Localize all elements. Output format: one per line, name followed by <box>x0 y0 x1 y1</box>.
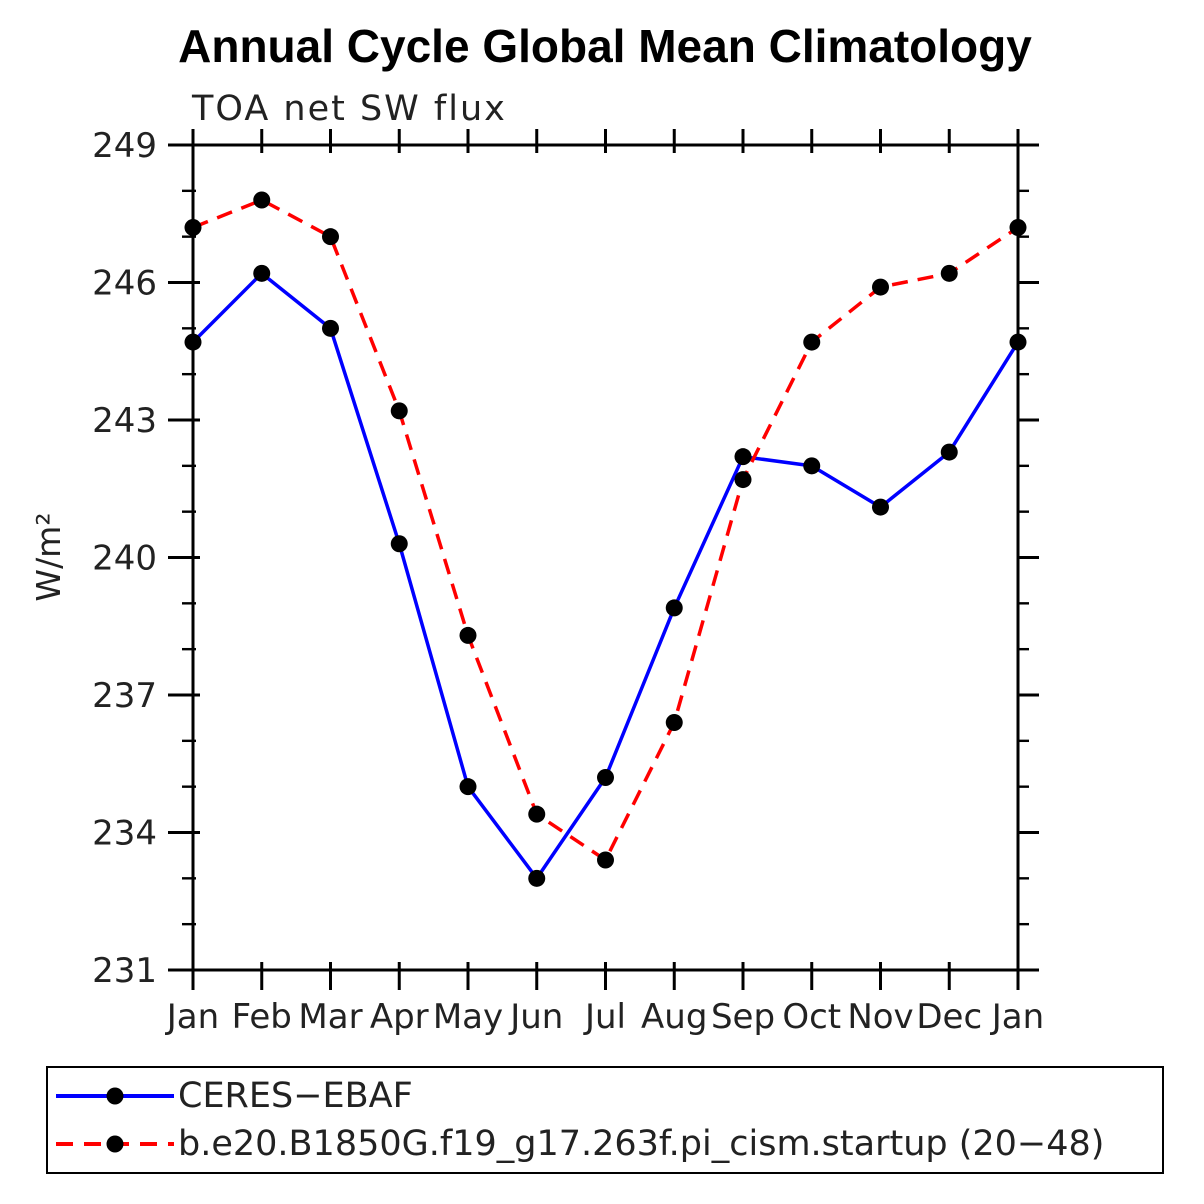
y-tick-label: 246 <box>92 264 157 304</box>
x-tick-label: Apr <box>370 997 429 1037</box>
chart-title: Annual Cycle Global Mean Climatology <box>178 20 1032 72</box>
x-tick-label: May <box>433 997 503 1037</box>
x-tick-label: Nov <box>847 997 913 1037</box>
data-point-marker <box>665 599 683 617</box>
y-tick-label: 234 <box>92 814 157 854</box>
x-tick-label: Jun <box>508 997 563 1037</box>
x-tick-label: Jan <box>165 997 219 1037</box>
data-point-marker <box>734 448 752 466</box>
legend-marker <box>106 1135 124 1153</box>
data-point-marker <box>322 228 339 246</box>
data-point-marker <box>803 457 821 475</box>
data-point-marker <box>665 714 683 731</box>
x-tick-label: Mar <box>298 997 362 1037</box>
x-tick-label: Aug <box>641 997 707 1037</box>
legend-swatch-solid-line <box>56 1087 174 1105</box>
series-line-0 <box>191 271 1020 881</box>
x-tick-label: Feb <box>232 997 292 1037</box>
data-point-marker <box>253 264 271 282</box>
data-point-marker <box>803 333 821 351</box>
data-point-marker <box>1009 219 1027 236</box>
data-point-marker <box>940 443 958 461</box>
x-tick-label: Sep <box>711 997 775 1037</box>
legend-swatch-dashed-line <box>56 1135 174 1153</box>
legend-item-model: b.e20.B1850G.f19_g17.263f.pi_cism.startu… <box>52 1124 1162 1164</box>
data-point-marker <box>940 264 958 282</box>
data-point-marker <box>528 805 546 823</box>
data-point-marker <box>597 769 614 786</box>
data-point-marker <box>390 535 408 553</box>
series-line-1 <box>192 198 1019 862</box>
data-point-marker <box>597 851 614 869</box>
data-point-marker <box>872 498 889 516</box>
legend-label-model: b.e20.B1850G.f19_g17.263f.pi_cism.startu… <box>178 1124 1105 1164</box>
x-tick-label: Oct <box>782 997 841 1037</box>
legend-marker <box>106 1087 124 1105</box>
plot-frame <box>191 143 1020 972</box>
y-tick-label: 240 <box>92 539 157 579</box>
y-axis-label: W/m² <box>29 512 68 601</box>
x-tick-label: Dec <box>916 997 982 1037</box>
y-tick-label: 249 <box>92 126 157 166</box>
data-point-marker <box>528 869 546 887</box>
data-point-marker <box>1009 333 1027 351</box>
legend-label-observation: CERES−EBAF <box>178 1076 413 1116</box>
data-point-marker <box>459 626 477 644</box>
data-point-marker <box>459 778 477 796</box>
y-tick-label: 231 <box>92 951 157 991</box>
x-tick-label: Jul <box>583 997 626 1037</box>
data-point-marker <box>253 191 271 209</box>
legend-item-observation: CERES−EBAF <box>52 1076 1162 1116</box>
data-point-marker <box>390 402 408 420</box>
data-point-marker <box>184 219 202 236</box>
legend-box: CERES−EBAF b.e20.B1850G.f19_g17.263f.pi_… <box>46 1066 1164 1174</box>
plot-area: 231 234 237 240 243 246 249 Jan Feb Mar Apr May Jun J… <box>92 126 1044 1037</box>
y-tick-label: 243 <box>92 401 157 441</box>
data-point-marker <box>184 333 202 351</box>
data-point-marker <box>322 319 339 337</box>
chart-subtitle: TOA net SW flux <box>191 89 507 129</box>
y-tick-label: 237 <box>92 676 157 716</box>
data-point-marker <box>734 471 752 489</box>
x-tick-label: Jan <box>990 997 1044 1037</box>
data-point-marker <box>872 278 889 296</box>
